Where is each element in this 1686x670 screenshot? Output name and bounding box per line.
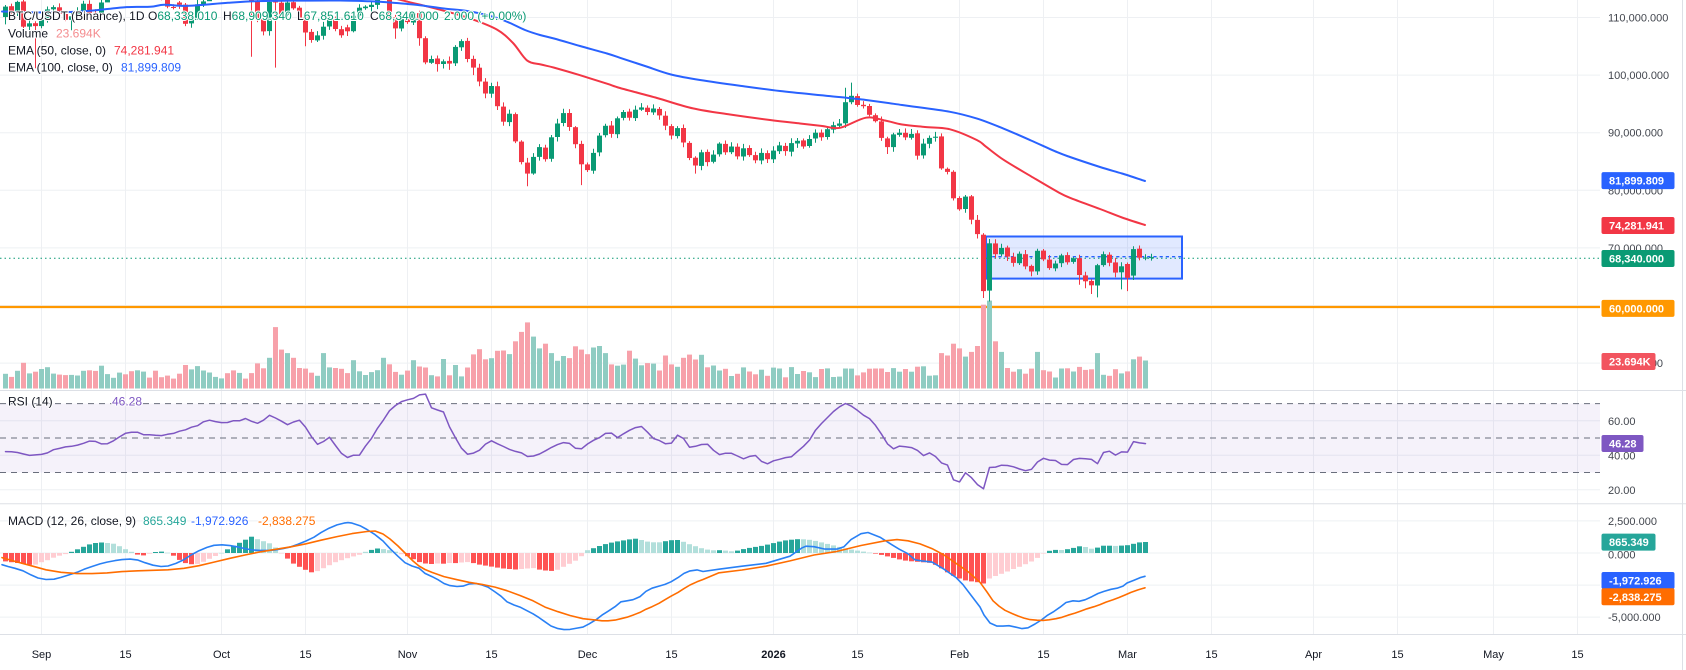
svg-text:15: 15 (485, 649, 497, 661)
svg-text:Feb: Feb (950, 649, 969, 661)
svg-text:46.28: 46.28 (112, 395, 142, 409)
svg-text:15: 15 (1391, 649, 1403, 661)
svg-text:L67,851.610: L67,851.610 (297, 9, 364, 23)
svg-text:-2,838.275: -2,838.275 (258, 514, 316, 528)
svg-text:EMA (50, close, 0): EMA (50, close, 0) (8, 44, 106, 58)
svg-text:60.00: 60.00 (1608, 416, 1636, 428)
svg-text:90,000.000: 90,000.000 (1608, 128, 1663, 140)
svg-text:15: 15 (1571, 649, 1583, 661)
svg-text:40.00: 40.00 (1608, 450, 1636, 462)
svg-text:15: 15 (119, 649, 131, 661)
svg-text:81,899.809: 81,899.809 (1609, 176, 1664, 188)
svg-text:-1,972.926: -1,972.926 (191, 514, 249, 528)
svg-text:20.00: 20.00 (1608, 485, 1636, 497)
svg-text:100,000.000: 100,000.000 (1608, 70, 1669, 82)
svg-text:865.349: 865.349 (1609, 537, 1649, 549)
svg-text:81,899.809: 81,899.809 (121, 61, 181, 75)
svg-text:2.000 (+0.00%): 2.000 (+0.00%) (444, 9, 526, 23)
svg-text:Oct: Oct (213, 649, 230, 661)
svg-text:110,000.000: 110,000.000 (1608, 13, 1668, 25)
svg-text:2026: 2026 (761, 649, 785, 661)
svg-text:23.694K: 23.694K (1609, 357, 1651, 369)
svg-text:2,500.000: 2,500.000 (1608, 516, 1657, 528)
svg-text:Sep: Sep (32, 649, 52, 661)
svg-text:BTC/USDT (Binance), 1D: BTC/USDT (Binance), 1D (8, 9, 145, 23)
svg-text:15: 15 (1205, 649, 1217, 661)
svg-text:74,281.941: 74,281.941 (1609, 221, 1664, 233)
svg-text:15: 15 (665, 649, 677, 661)
svg-text:May: May (1483, 649, 1504, 661)
svg-text:15: 15 (299, 649, 311, 661)
svg-text:EMA (100, close, 0): EMA (100, close, 0) (8, 61, 113, 75)
svg-text:C68,340.000: C68,340.000 (370, 9, 439, 23)
svg-text:-5,000.000: -5,000.000 (1608, 612, 1661, 624)
svg-text:60,000.000: 60,000.000 (1609, 303, 1664, 315)
svg-text:46.28: 46.28 (1609, 439, 1637, 451)
svg-text:0.000: 0.000 (1608, 550, 1636, 562)
svg-text:Mar: Mar (1118, 649, 1137, 661)
svg-text:74,281.941: 74,281.941 (114, 44, 174, 58)
svg-text:-1,972.926: -1,972.926 (1609, 576, 1662, 588)
svg-text:23.694K: 23.694K (56, 27, 101, 41)
svg-text:68,340.000: 68,340.000 (1609, 254, 1664, 266)
svg-text:RSI (14): RSI (14) (8, 395, 53, 409)
svg-text:Nov: Nov (398, 649, 418, 661)
svg-text:Volume: Volume (8, 27, 48, 41)
svg-text:MACD (12, 26, close, 9): MACD (12, 26, close, 9) (8, 514, 136, 528)
svg-text:Dec: Dec (578, 649, 598, 661)
svg-text:15: 15 (851, 649, 863, 661)
svg-text:-2,838.275: -2,838.275 (1609, 592, 1662, 604)
svg-text:H68,909.340: H68,909.340 (223, 9, 292, 23)
svg-text:Apr: Apr (1305, 649, 1322, 661)
svg-text:15: 15 (1037, 649, 1049, 661)
svg-text:O68,338.010: O68,338.010 (148, 9, 218, 23)
svg-text:865.349: 865.349 (143, 514, 187, 528)
